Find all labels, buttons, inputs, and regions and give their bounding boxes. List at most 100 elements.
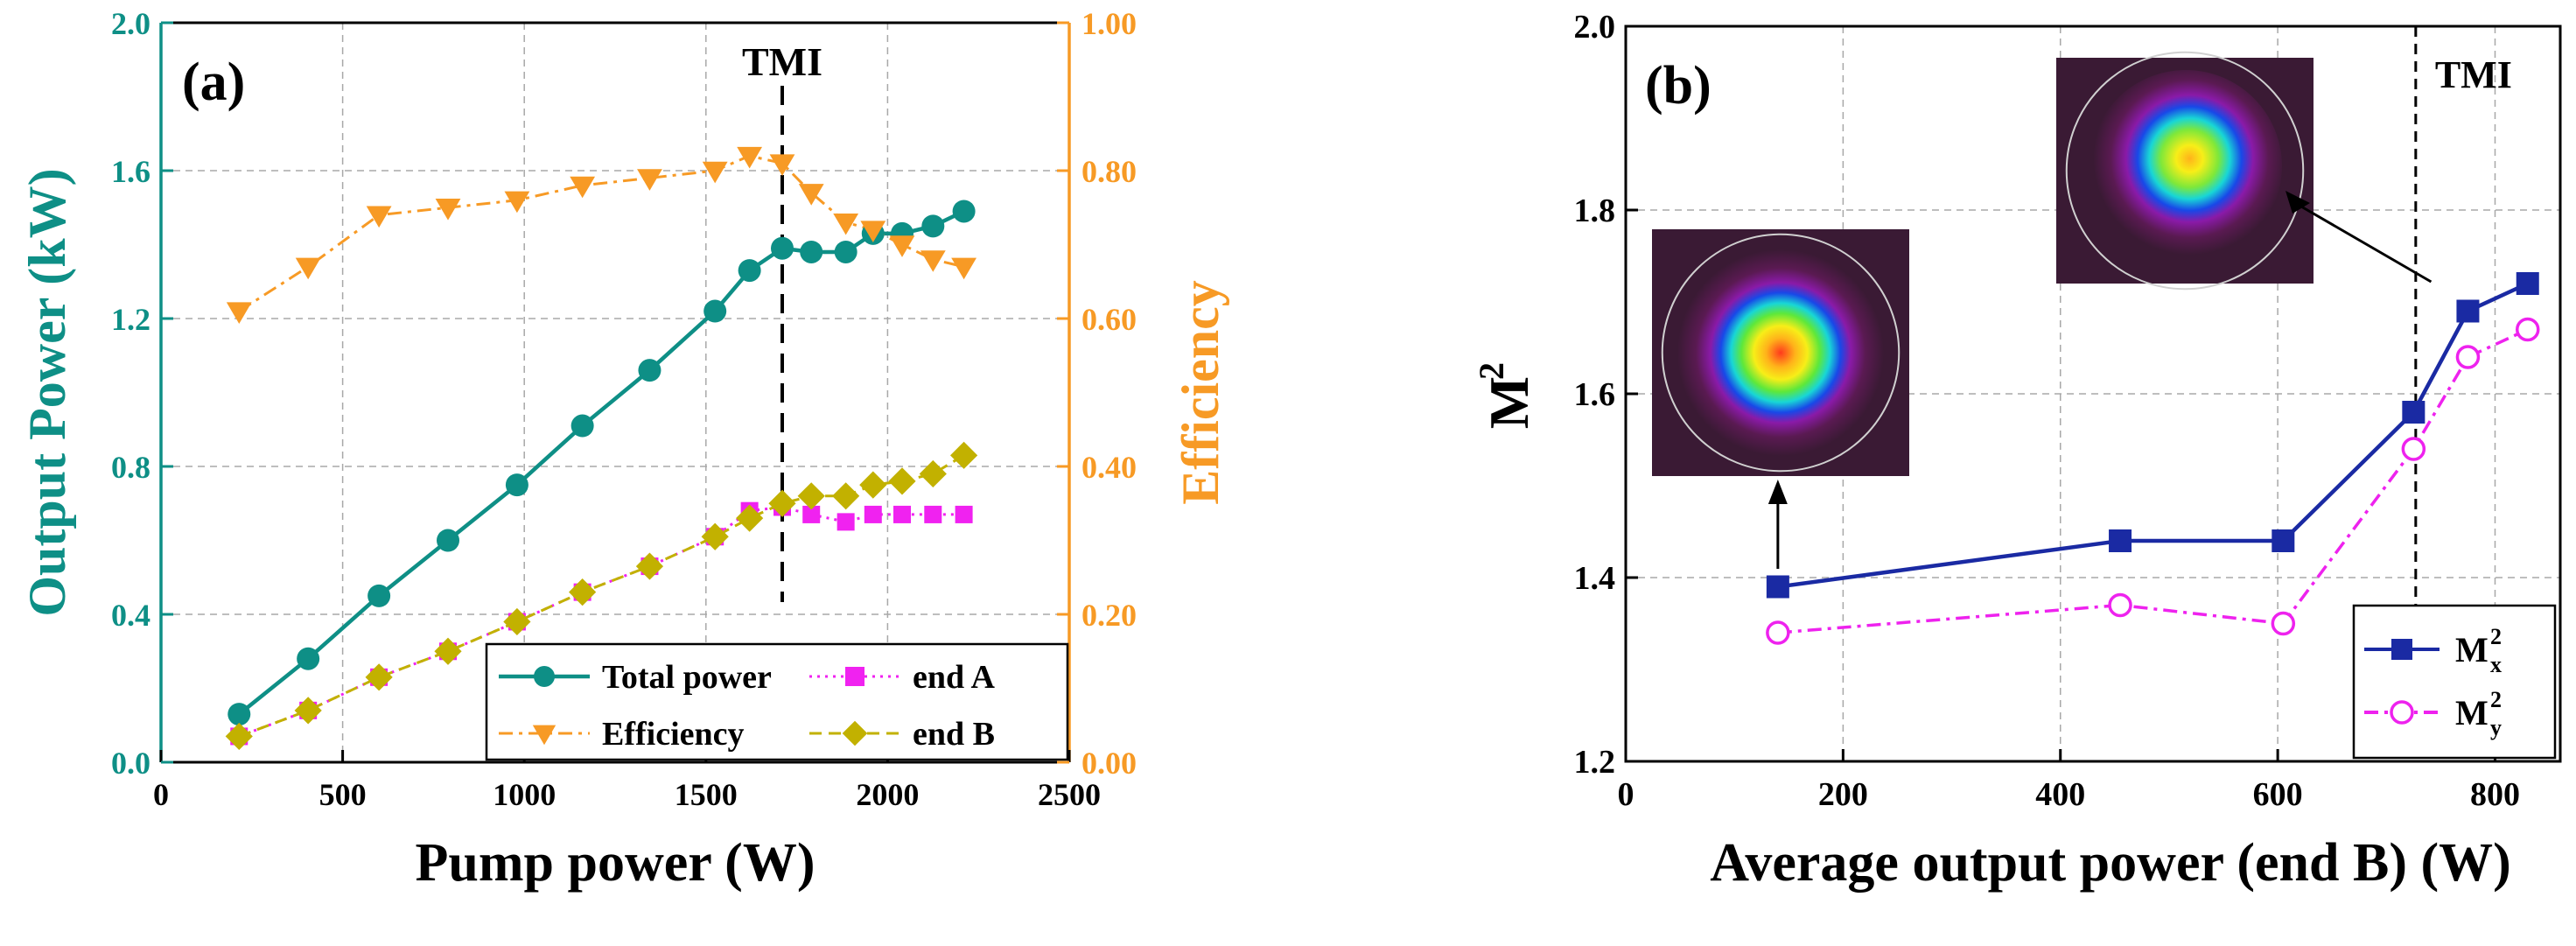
data-point-m2y — [2271, 611, 2296, 636]
data-point-total-power — [952, 200, 976, 223]
y-axis-title-group: M2 — [1472, 362, 1540, 429]
data-point-end-a — [802, 505, 821, 523]
beam-profile-high-power-beam-spot — [2090, 70, 2282, 263]
series-line-end-a — [238, 505, 964, 738]
series-line-end-b — [238, 454, 965, 738]
data-point-end-a — [924, 505, 942, 523]
data-point-total-power — [738, 259, 761, 283]
data-point-efficiency — [889, 235, 915, 257]
data-point-total-power — [770, 236, 794, 260]
series-line-efficiency — [238, 154, 964, 312]
data-point-efficiency — [737, 146, 763, 169]
data-point-end-a — [955, 505, 973, 523]
y-left-tick-label: 0.0 — [111, 746, 150, 781]
data-point-end-b — [434, 637, 462, 665]
data-point-m2x — [2272, 529, 2295, 552]
panel-label-a: (a) — [182, 53, 245, 112]
data-point-efficiency — [769, 154, 795, 176]
x-tick-label: 800 — [2470, 776, 2520, 813]
y-axis-title-superscript: 2 — [1472, 362, 1511, 380]
data-point-end-b — [569, 578, 597, 606]
x-tick-label: 400 — [2035, 776, 2085, 813]
data-point-efficiency — [295, 257, 321, 280]
data-point-m2x — [2456, 299, 2480, 323]
legend-label-subscript: y — [2490, 715, 2502, 740]
data-point-end-b — [949, 441, 978, 469]
legend-label: end A — [913, 659, 996, 696]
y-right-tick-label: 0.40 — [1082, 450, 1137, 485]
y-right-tick-label: 0.00 — [1082, 746, 1137, 781]
data-point-end-b — [365, 663, 393, 691]
y-left-tick-label: 2.0 — [111, 6, 150, 41]
data-point-m2x — [1766, 575, 1789, 599]
data-point-end-b — [503, 607, 531, 636]
data-point-total-power — [638, 359, 662, 382]
y-right-tick-label: 1.00 — [1082, 6, 1137, 41]
data-point-end-a — [864, 505, 882, 523]
data-point-m2y — [1766, 620, 1790, 645]
panel-label-b: (b) — [1645, 56, 1712, 116]
data-point-efficiency — [366, 206, 392, 228]
data-point-efficiency — [860, 221, 886, 242]
data-point-total-power — [297, 647, 320, 670]
legend-marker — [534, 666, 555, 687]
x-axis-title: Average output power (end B) (W) — [1710, 833, 2511, 893]
legend-marker — [2390, 700, 2414, 725]
y-left-tick-label: 0.4 — [111, 598, 150, 633]
beam-profile-high-power-aperture-ring — [2065, 51, 2305, 291]
x-tick-label: 1000 — [493, 777, 556, 812]
data-point-end-b — [797, 482, 825, 510]
y-tick-label: 1.6 — [1574, 376, 1616, 413]
y-tick-label: 1.2 — [1574, 744, 1616, 781]
beam-profile-low-power-aperture-ring — [1661, 233, 1900, 473]
tmi-label: TMI — [742, 39, 822, 84]
legend-marker — [845, 667, 864, 686]
series-line-total-power — [237, 209, 965, 716]
y-left-tick-label: 0.8 — [111, 450, 150, 485]
legend-label: M — [2455, 693, 2488, 732]
data-point-efficiency — [504, 191, 530, 214]
y-axis-title: M — [1478, 376, 1540, 429]
y-right-tick-label: 0.60 — [1082, 302, 1137, 337]
data-point-end-b — [832, 482, 860, 510]
inset-arrow-shaft — [2300, 205, 2432, 284]
legend-label-superscript: 2 — [2490, 687, 2502, 712]
legend-box — [2352, 604, 2557, 760]
data-point-end-b — [294, 697, 322, 725]
data-point-total-power — [704, 299, 727, 323]
legend-marker — [532, 725, 556, 746]
data-point-end-b — [225, 722, 253, 751]
y-left-axis-title: Output Power (kW) — [18, 168, 76, 616]
y-tick-label: 1.8 — [1574, 193, 1616, 229]
y-tick-label: 1.4 — [1574, 560, 1616, 597]
legend-label: Total power — [602, 659, 772, 696]
legend-label: end B — [913, 716, 995, 753]
data-point-total-power — [368, 584, 391, 607]
legend-label-superscript: 2 — [2490, 624, 2502, 649]
beam-profile-low-power-beam-spot — [1677, 249, 1884, 456]
data-point-total-power — [570, 414, 594, 438]
y-right-tick-label: 0.20 — [1082, 598, 1137, 633]
data-point-end-b — [919, 459, 947, 488]
data-point-total-power — [921, 214, 945, 238]
data-point-total-power — [228, 703, 251, 726]
legend-label: M — [2455, 630, 2488, 669]
data-point-efficiency — [637, 169, 662, 191]
x-tick-label: 1500 — [675, 777, 738, 812]
y-tick-label: 2.0 — [1574, 9, 1616, 46]
data-point-efficiency — [798, 184, 824, 206]
data-point-m2x — [2109, 529, 2132, 552]
data-point-m2y — [2455, 345, 2481, 369]
data-point-efficiency — [435, 199, 461, 221]
data-point-m2y — [2515, 317, 2540, 342]
data-point-efficiency — [570, 176, 596, 199]
data-point-m2y — [2108, 592, 2132, 618]
legend-box — [485, 642, 1069, 761]
data-point-efficiency — [702, 161, 728, 184]
x-tick-label: 0 — [1618, 776, 1634, 813]
legend-marker — [842, 720, 868, 746]
data-point-end-b — [888, 467, 916, 495]
x-tick-label: 500 — [319, 777, 367, 812]
